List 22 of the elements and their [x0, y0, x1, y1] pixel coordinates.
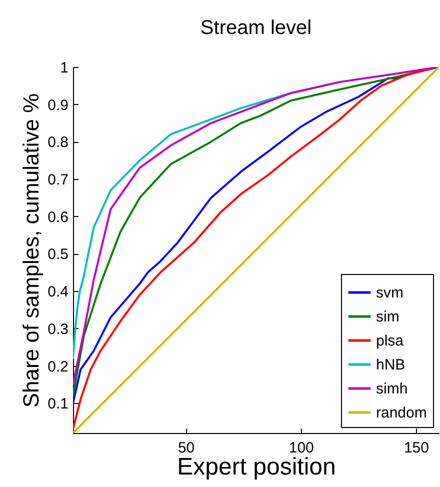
y-tick-label: 0.6 [48, 208, 68, 226]
y-tick-label: 0.9 [48, 96, 68, 114]
chart-title: Stream level [200, 17, 312, 39]
y-tick-label: 0.2 [48, 358, 68, 376]
x-tick-label: 50 [178, 440, 195, 456]
legend-label: simh [376, 380, 408, 398]
y-tick-label: 1 [60, 60, 68, 76]
x-axis-title: Expert position [177, 454, 336, 480]
x-tick-label: 100 [288, 440, 314, 456]
x-tick-label: 150 [404, 440, 429, 456]
y-tick-label: 0.7 [48, 172, 68, 189]
legend-label: random [376, 404, 427, 422]
y-tick-label: 0.8 [48, 134, 68, 152]
legend-label: hNB [376, 356, 406, 374]
y-tick-label: 0.4 [48, 284, 68, 301]
legend-label: svm [376, 284, 404, 302]
legend-label: plsa [376, 332, 404, 350]
y-tick-label: 0.3 [48, 320, 68, 338]
y-tick-label: 0.1 [48, 396, 68, 413]
y-axis-title: Share of samples, cumulative % [18, 93, 44, 408]
legend-label: sim [376, 308, 400, 326]
y-tick-label: 0.5 [48, 246, 68, 264]
